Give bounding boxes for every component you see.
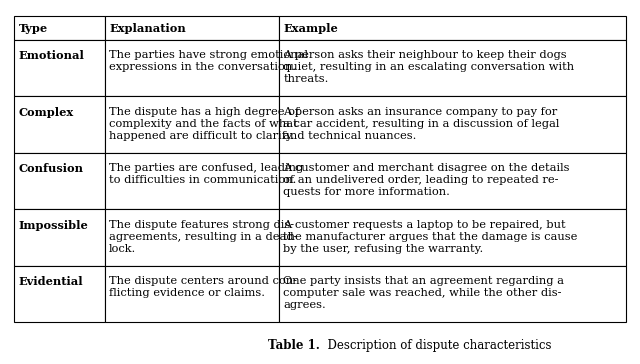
Text: to difficulties in communication.: to difficulties in communication. (109, 175, 296, 185)
Bar (104, 96, 279, 153)
Text: quiet, resulting in an escalating conversation with: quiet, resulting in an escalating conver… (284, 63, 575, 72)
Bar (279, 266, 626, 322)
Text: Evidential: Evidential (19, 276, 83, 287)
Text: Explanation: Explanation (109, 23, 186, 34)
Text: The parties have strong emotional: The parties have strong emotional (109, 51, 308, 60)
Bar (14, 16, 104, 40)
Bar (14, 266, 104, 322)
Text: quests for more information.: quests for more information. (284, 187, 451, 197)
Text: threats.: threats. (284, 75, 329, 84)
Text: Table 1.: Table 1. (268, 339, 320, 352)
Text: by the user, refusing the warranty.: by the user, refusing the warranty. (284, 244, 484, 254)
Bar (279, 153, 626, 209)
Bar (279, 209, 626, 266)
Text: Description of dispute characteristics: Description of dispute characteristics (320, 339, 552, 352)
Bar (14, 209, 104, 266)
Text: happened are difficult to clarify.: happened are difficult to clarify. (109, 131, 295, 141)
Text: Emotional: Emotional (19, 51, 84, 62)
Bar (104, 16, 279, 40)
Bar (14, 153, 104, 209)
Text: One party insists that an agreement regarding a: One party insists that an agreement rega… (284, 276, 564, 286)
Text: The dispute features strong dis-: The dispute features strong dis- (109, 220, 294, 230)
Bar (14, 96, 104, 153)
Text: the manufacturer argues that the damage is cause: the manufacturer argues that the damage … (284, 232, 578, 242)
Bar (104, 209, 279, 266)
Bar (279, 16, 626, 40)
Text: The dispute has a high degree of: The dispute has a high degree of (109, 107, 300, 117)
Text: A customer requests a laptop to be repaired, but: A customer requests a laptop to be repai… (284, 220, 566, 230)
Text: Confusion: Confusion (19, 163, 84, 174)
Text: complexity and the facts of what: complexity and the facts of what (109, 119, 298, 129)
Text: agrees.: agrees. (284, 300, 326, 310)
Text: expressions in the conversation.: expressions in the conversation. (109, 63, 296, 72)
Text: a car accident, resulting in a discussion of legal: a car accident, resulting in a discussio… (284, 119, 560, 129)
Bar (279, 40, 626, 96)
Text: Type: Type (19, 23, 48, 34)
Text: and technical nuances.: and technical nuances. (284, 131, 417, 141)
Bar (104, 266, 279, 322)
Text: Impossible: Impossible (19, 220, 88, 231)
Text: Example: Example (284, 23, 338, 34)
Text: A person asks an insurance company to pay for: A person asks an insurance company to pa… (284, 107, 557, 117)
Text: lock.: lock. (109, 244, 136, 254)
Text: A person asks their neighbour to keep their dogs: A person asks their neighbour to keep th… (284, 51, 567, 60)
Text: A customer and merchant disagree on the details: A customer and merchant disagree on the … (284, 163, 570, 173)
Text: Complex: Complex (19, 107, 74, 118)
Text: flicting evidence or claims.: flicting evidence or claims. (109, 288, 265, 298)
Text: The dispute centers around con-: The dispute centers around con- (109, 276, 297, 286)
Bar (104, 40, 279, 96)
Bar (14, 40, 104, 96)
Bar (104, 153, 279, 209)
Text: computer sale was reached, while the other dis-: computer sale was reached, while the oth… (284, 288, 562, 298)
Text: of an undelivered order, leading to repeated re-: of an undelivered order, leading to repe… (284, 175, 559, 185)
Text: The parties are confused, leading: The parties are confused, leading (109, 163, 303, 173)
Text: agreements, resulting in a dead-: agreements, resulting in a dead- (109, 232, 298, 242)
Bar (279, 96, 626, 153)
